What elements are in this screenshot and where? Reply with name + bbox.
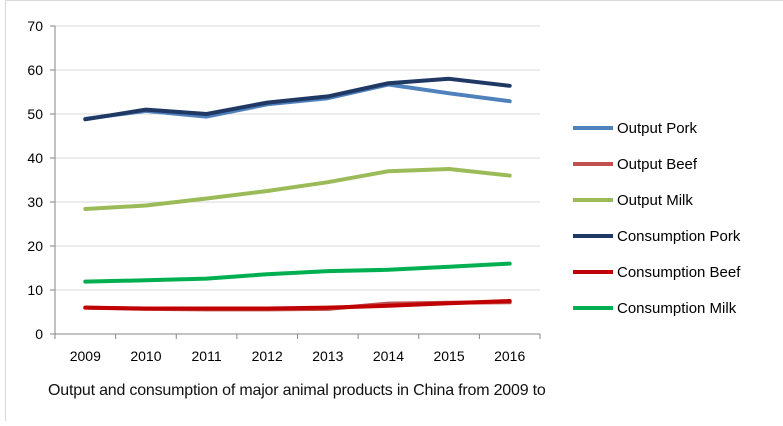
x-tick-label: 2016 xyxy=(494,348,525,364)
legend-label-consumption-pork: Consumption Pork xyxy=(617,228,741,245)
y-axis-tick-labels: 0 10 20 30 40 50 60 70 xyxy=(27,18,43,342)
y-tick-label: 50 xyxy=(27,106,43,122)
x-tick-label: 2015 xyxy=(433,348,464,364)
legend: Output Pork Output Beef Output Milk Consump… xyxy=(573,120,741,317)
x-tick-label: 2010 xyxy=(130,348,161,364)
series-line-consumption-milk xyxy=(83,261,512,284)
y-tick-label: 10 xyxy=(27,282,43,298)
gridlines xyxy=(55,25,540,291)
legend-label-consumption-beef: Consumption Beef xyxy=(617,264,741,281)
series-line-output-milk xyxy=(83,167,512,211)
series-line-consumption-beef xyxy=(83,299,512,311)
y-tick-label: 40 xyxy=(27,150,43,166)
series-line-consumption-pork xyxy=(83,76,512,122)
series-lines xyxy=(83,76,512,312)
legend-label-output-beef: Output Beef xyxy=(617,156,698,173)
y-tick-label: 20 xyxy=(27,238,43,254)
axes xyxy=(50,25,541,339)
chart-border xyxy=(5,0,783,421)
legend-label-consumption-milk: Consumption Milk xyxy=(617,300,737,317)
y-tick-label: 60 xyxy=(27,62,43,78)
x-tick-label: 2014 xyxy=(373,348,404,364)
y-tick-label: 30 xyxy=(27,194,43,210)
y-tick-label: 70 xyxy=(27,18,43,34)
x-tick-label: 2012 xyxy=(252,348,283,364)
legend-label-output-milk: Output Milk xyxy=(617,192,693,209)
x-tick-label: 2009 xyxy=(70,348,101,364)
chart-caption: Output and consumption of major animal p… xyxy=(48,382,546,399)
y-tick-label: 0 xyxy=(35,326,43,342)
x-tick-label: 2011 xyxy=(192,348,222,364)
x-axis-tick-labels: 2009 2010 2011 2012 2013 2014 2015 2016 xyxy=(70,348,526,364)
legend-label-output-pork: Output Pork xyxy=(617,120,698,137)
x-tick-label: 2013 xyxy=(312,348,343,364)
